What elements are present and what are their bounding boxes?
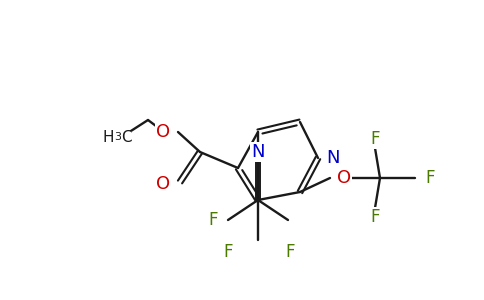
- Text: F: F: [370, 130, 380, 148]
- Text: 3: 3: [114, 132, 121, 142]
- Text: N: N: [251, 143, 265, 161]
- Text: F: F: [425, 169, 435, 187]
- Text: F: F: [285, 243, 295, 261]
- Text: C: C: [121, 130, 132, 146]
- Text: F: F: [370, 208, 380, 226]
- Text: F: F: [209, 211, 218, 229]
- Text: H: H: [103, 130, 114, 146]
- Text: F: F: [223, 243, 233, 261]
- Text: O: O: [156, 123, 170, 141]
- Text: N: N: [326, 149, 339, 167]
- Text: O: O: [337, 169, 351, 187]
- Text: O: O: [156, 175, 170, 193]
